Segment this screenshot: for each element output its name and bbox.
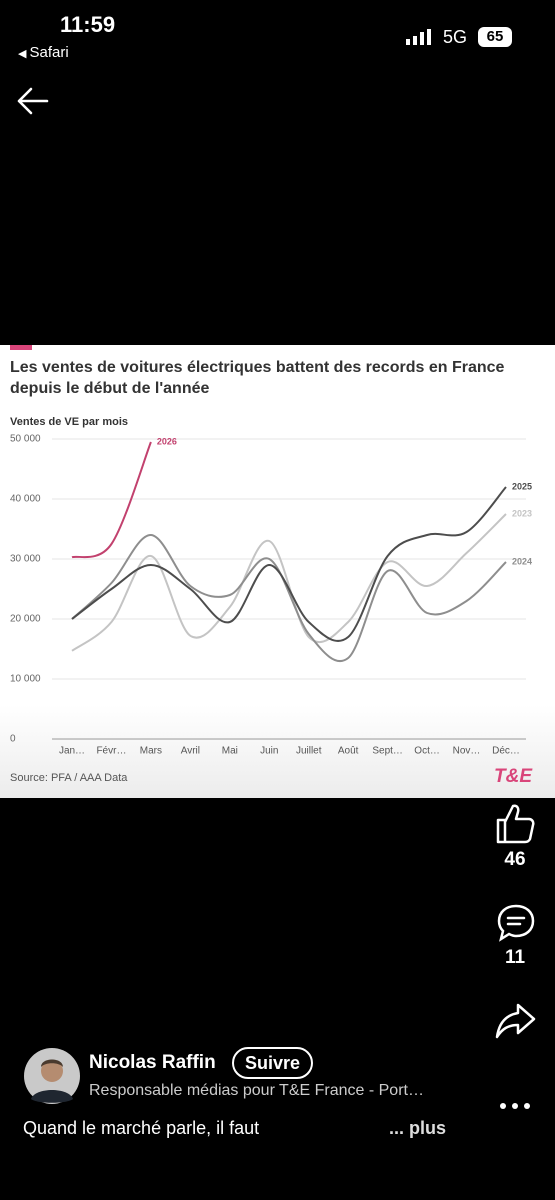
author-headline: Responsable médias pour T&E France - Por… <box>89 1082 424 1099</box>
status-time: 11:59 <box>60 12 116 37</box>
chart-title: Les ventes de voitures électriques batte… <box>10 359 505 397</box>
series-line <box>71 486 507 642</box>
x-tick-label: Mars <box>140 746 162 757</box>
comment-icon[interactable] <box>496 903 536 943</box>
series-label: 2024 <box>512 556 532 566</box>
y-tick-label: 10 000 <box>10 674 41 685</box>
x-tick-label: Août <box>338 746 359 757</box>
x-tick-label: Déc… <box>492 746 520 757</box>
x-tick-label: Avril <box>181 746 200 757</box>
x-tick-label: Févr… <box>96 746 126 757</box>
x-tick-label: Juin <box>260 746 278 757</box>
like-count: 46 <box>504 849 526 870</box>
network: 5G <box>443 27 468 47</box>
like-icon[interactable] <box>494 802 536 846</box>
x-tick-label: Oct… <box>414 746 440 757</box>
series-line <box>71 513 507 652</box>
chart: 0 10 000 20 000 30 000 40 000 50 000 Jan… Févr…… <box>10 434 532 757</box>
signal-icon <box>406 29 431 45</box>
x-tick-label: Mai <box>222 746 238 757</box>
y-tick-label: 30 000 <box>10 554 41 565</box>
follow-button[interactable]: Suivre <box>232 1047 314 1079</box>
accent-bar <box>10 345 32 350</box>
battery: 65 <box>478 27 512 47</box>
logo: T&E <box>494 766 532 787</box>
back-app-label[interactable]: Safari <box>29 44 69 61</box>
chart-card: Les ventes de voitures électriques batte… <box>0 345 555 798</box>
x-tick-label: Juillet <box>296 746 322 757</box>
x-tick-label: Jan… <box>59 746 85 757</box>
back-arrow[interactable] <box>16 86 50 116</box>
post-text: Quand le marché parle, il faut <box>23 1118 260 1138</box>
y-tick-label: 20 000 <box>10 614 41 625</box>
more-link[interactable]: ... plus <box>389 1118 447 1138</box>
author-name[interactable]: Nicolas Raffin <box>89 1052 216 1073</box>
series-label: 2023 <box>512 508 532 518</box>
series-line <box>71 533 507 662</box>
back-to-app[interactable]: ◀ Safari <box>18 44 69 61</box>
y-axis-label: Ventes de VE par mois <box>10 416 128 428</box>
x-tick-label: Nov… <box>453 746 481 757</box>
comment-count: 11 <box>504 947 526 968</box>
avatar[interactable] <box>23 1047 81 1105</box>
series-line <box>71 441 152 559</box>
source: Source: PFA / AAA Data <box>10 772 128 784</box>
more-icon[interactable] <box>498 1100 532 1112</box>
y-tick-label: 50 000 <box>10 434 41 445</box>
y-tick-label: 0 <box>10 734 16 745</box>
share-icon[interactable] <box>494 1001 538 1041</box>
series-label: 2025 <box>512 481 532 491</box>
x-tick-label: Sept… <box>372 746 403 757</box>
series-label: 2026 <box>157 436 177 446</box>
y-tick-label: 40 000 <box>10 494 41 505</box>
